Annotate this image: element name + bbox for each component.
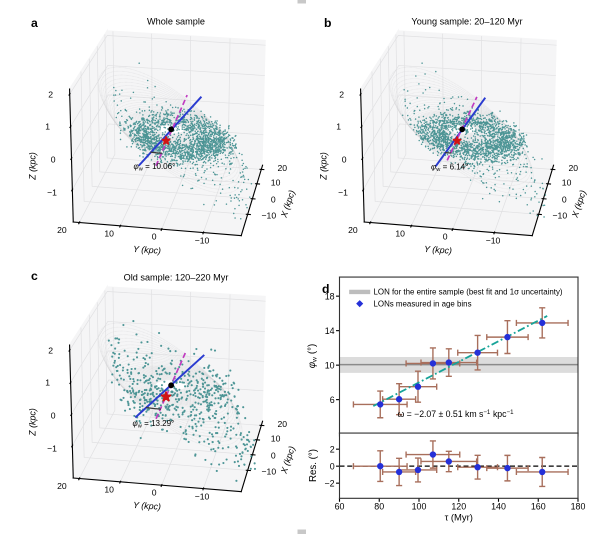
svg-text:20: 20 [569, 163, 579, 173]
svg-text:0: 0 [152, 487, 157, 497]
svg-text:2: 2 [339, 90, 344, 100]
svg-text:−10: −10 [195, 235, 210, 245]
svg-text:φ w = 1 3 . 2 9 °: φ w = 1 3 . 2 9 ° [133, 406, 178, 432]
svg-text:0: 0 [443, 231, 448, 241]
svg-text:LON for the entire sample (bes: LON for the entire sample (best fit and … [374, 288, 563, 297]
svg-text:10: 10 [562, 178, 572, 188]
svg-text:0: 0 [271, 195, 276, 205]
svg-text:10: 10 [271, 178, 281, 188]
svg-text:60: 60 [335, 502, 345, 512]
svg-text:−10: −10 [262, 211, 277, 221]
svg-text:0: 0 [271, 451, 276, 461]
svg-text:6: 6 [330, 395, 335, 405]
svg-text:14: 14 [325, 326, 335, 336]
svg-text:10: 10 [104, 484, 114, 494]
svg-text:Young sample: 20–120 Myr: Young sample: 20–120 Myr [411, 16, 522, 26]
svg-text:d: d [322, 282, 329, 296]
svg-text:−10: −10 [262, 467, 277, 477]
svg-text:Y (kpc): Y (kpc) [424, 244, 453, 256]
svg-text:140: 140 [491, 502, 506, 512]
svg-text:2: 2 [330, 444, 335, 454]
svg-text:10: 10 [104, 228, 114, 238]
svg-text:a: a [31, 16, 38, 30]
svg-text:10: 10 [395, 228, 405, 238]
svg-text:Whole sample: Whole sample [147, 16, 205, 26]
svg-text:Z (kpc): Z (kpc) [318, 152, 328, 181]
svg-text:2: 2 [48, 346, 53, 356]
svg-text:φ w = 6 . 1 4 °: φ w = 6 . 1 4 ° [431, 150, 471, 176]
svg-text:0: 0 [51, 154, 56, 164]
svg-text:ω = − 2 . 0 7 ± 0 . 5: ω = − 2 . 0 7 ± 0 . 5 1 k m s k p c − 1 … [397, 394, 516, 422]
svg-text:160: 160 [531, 502, 546, 512]
svg-text:120: 120 [451, 502, 466, 512]
svg-text:0: 0 [342, 154, 347, 164]
svg-text:φ w ( ° ): φ w ( ° ) [295, 341, 322, 369]
svg-text:10: 10 [271, 434, 281, 444]
svg-text:20: 20 [57, 481, 67, 491]
svg-text:180: 180 [571, 502, 586, 512]
svg-text:τ (Myr): τ (Myr) [445, 512, 473, 523]
svg-text:0: 0 [330, 461, 335, 471]
svg-text:Y (kpc): Y (kpc) [133, 244, 162, 256]
svg-text:18: 18 [325, 291, 335, 301]
svg-text:c: c [31, 269, 38, 283]
svg-text:80: 80 [374, 502, 384, 512]
svg-text:10: 10 [325, 360, 335, 370]
svg-text:20: 20 [57, 225, 67, 235]
svg-text:0: 0 [51, 410, 56, 420]
svg-text:2: 2 [48, 90, 53, 100]
svg-text:0: 0 [152, 231, 157, 241]
svg-text:Z (kpc): Z (kpc) [27, 152, 37, 181]
svg-text:b: b [324, 16, 331, 30]
svg-text:LONs measured in age bins: LONs measured in age bins [374, 299, 472, 308]
svg-text:−2: −2 [325, 478, 335, 488]
svg-text:1: 1 [45, 378, 50, 388]
svg-text:Z (kpc): Z (kpc) [27, 408, 37, 437]
svg-text:20: 20 [278, 163, 288, 173]
svg-text:20: 20 [348, 225, 358, 235]
svg-text:−10: −10 [486, 235, 501, 245]
svg-text:−10: −10 [195, 491, 210, 501]
svg-text:Old sample: 120–220 Myr: Old sample: 120–220 Myr [124, 272, 229, 282]
svg-text:20: 20 [278, 419, 288, 429]
svg-text:−1: −1 [47, 187, 57, 197]
svg-text:0: 0 [562, 195, 567, 205]
svg-text:Res. (°): Res. (°) [308, 449, 319, 482]
svg-text:1: 1 [45, 122, 50, 132]
svg-text:−10: −10 [553, 211, 568, 221]
svg-text:−1: −1 [47, 443, 57, 453]
svg-text:φ w = 1 0 . 0 6 °: φ w = 1 0 . 0 6 ° [134, 149, 179, 175]
svg-text:−1: −1 [338, 187, 348, 197]
svg-text:100: 100 [412, 502, 427, 512]
svg-text:Y (kpc): Y (kpc) [133, 500, 162, 512]
svg-text:1: 1 [336, 122, 341, 132]
